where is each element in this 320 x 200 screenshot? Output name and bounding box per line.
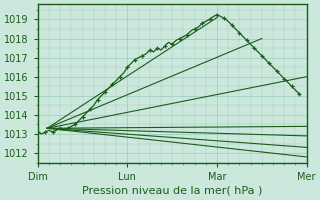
X-axis label: Pression niveau de la mer( hPa ): Pression niveau de la mer( hPa ) — [82, 186, 262, 196]
